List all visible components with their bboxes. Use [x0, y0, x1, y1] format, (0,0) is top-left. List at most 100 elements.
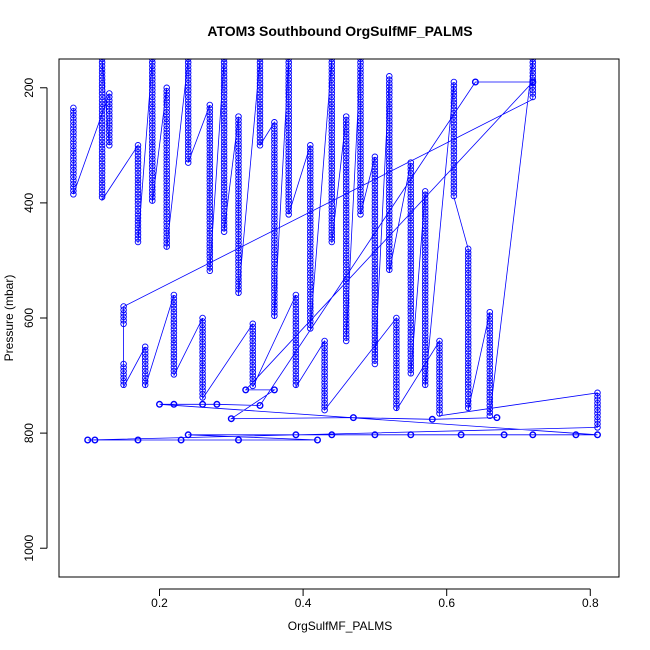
data-point — [307, 200, 314, 208]
data-point — [464, 359, 472, 367]
data-point — [271, 198, 278, 205]
data-point — [235, 116, 242, 124]
data-point — [371, 253, 379, 261]
data-point — [407, 159, 415, 166]
data-point — [450, 154, 458, 162]
data-point — [386, 104, 393, 111]
data-point — [134, 190, 142, 197]
data-point — [357, 152, 364, 159]
data-point — [256, 100, 264, 108]
data-point — [407, 259, 415, 266]
data-point — [421, 291, 429, 299]
data-point — [206, 139, 214, 147]
data-point — [235, 144, 242, 151]
data-point — [98, 104, 106, 111]
data-point — [70, 149, 77, 157]
data-point — [393, 380, 400, 387]
data-point — [170, 305, 178, 313]
data-point — [464, 397, 472, 405]
y-axis: 200 400 600 800 1000 — [22, 77, 48, 562]
data-point — [321, 393, 328, 400]
data-point — [163, 119, 170, 126]
data-point — [170, 357, 178, 364]
data-point — [328, 211, 336, 218]
data-point — [436, 406, 443, 414]
data-point — [235, 134, 242, 141]
data-point — [184, 114, 192, 121]
data-point — [421, 267, 429, 275]
data-point — [407, 245, 415, 253]
data-point — [256, 121, 264, 128]
data-point — [464, 259, 472, 266]
data-point — [328, 214, 336, 222]
data-point — [436, 348, 443, 355]
data-point — [450, 130, 458, 138]
data-point — [407, 366, 415, 374]
data-point — [199, 314, 206, 322]
data-point — [407, 211, 415, 218]
data-point — [292, 357, 300, 364]
data-point — [141, 350, 149, 357]
data-point — [149, 128, 156, 135]
data-point — [342, 151, 350, 158]
data-point — [170, 295, 178, 302]
data-point — [163, 157, 170, 164]
data-point — [106, 128, 113, 135]
data-point — [206, 105, 214, 112]
data-point — [342, 134, 350, 141]
data-point — [386, 252, 393, 260]
data-point — [292, 371, 300, 378]
data-point — [436, 382, 443, 390]
data-point — [285, 79, 292, 87]
data-point — [328, 200, 336, 208]
data-point — [464, 328, 472, 336]
data-point — [235, 113, 242, 120]
data-point — [292, 322, 300, 330]
data-point — [120, 378, 127, 385]
data-point — [371, 157, 379, 164]
data-point — [486, 391, 494, 399]
data-point — [106, 90, 113, 97]
data-point — [386, 162, 393, 170]
data-point — [594, 410, 601, 417]
data-point — [421, 205, 429, 212]
data-point — [285, 93, 292, 101]
data-point — [256, 111, 264, 118]
x-axis-label: OrgSulfMF_PALMS — [288, 619, 392, 633]
data-point — [256, 76, 264, 83]
data-point — [149, 183, 156, 191]
data-point — [170, 364, 178, 371]
data-point — [421, 371, 429, 378]
data-point — [393, 335, 400, 342]
data-point — [98, 114, 106, 121]
data-point — [357, 83, 364, 90]
data-point — [285, 176, 292, 184]
data-point — [436, 375, 443, 383]
data-point — [220, 218, 228, 225]
data-point — [271, 170, 278, 178]
data-point — [170, 340, 178, 347]
data-point — [149, 135, 156, 142]
data-point — [184, 135, 192, 142]
data-point — [220, 73, 228, 80]
data-point — [594, 393, 601, 400]
data-point — [307, 304, 314, 311]
data-point — [328, 97, 336, 104]
data-point — [328, 62, 336, 70]
data-point — [342, 203, 350, 210]
data-point — [98, 62, 106, 70]
data-point — [235, 168, 242, 176]
data-point — [256, 124, 264, 132]
data-point — [407, 345, 415, 353]
data-point — [235, 199, 242, 207]
data-point — [285, 83, 292, 90]
data-point — [206, 219, 214, 226]
data-point — [371, 340, 379, 347]
data-point — [342, 247, 350, 255]
data-point — [393, 373, 400, 380]
data-point — [464, 352, 472, 360]
data-point — [98, 79, 106, 87]
data-point — [220, 211, 228, 218]
data-point — [292, 302, 300, 309]
